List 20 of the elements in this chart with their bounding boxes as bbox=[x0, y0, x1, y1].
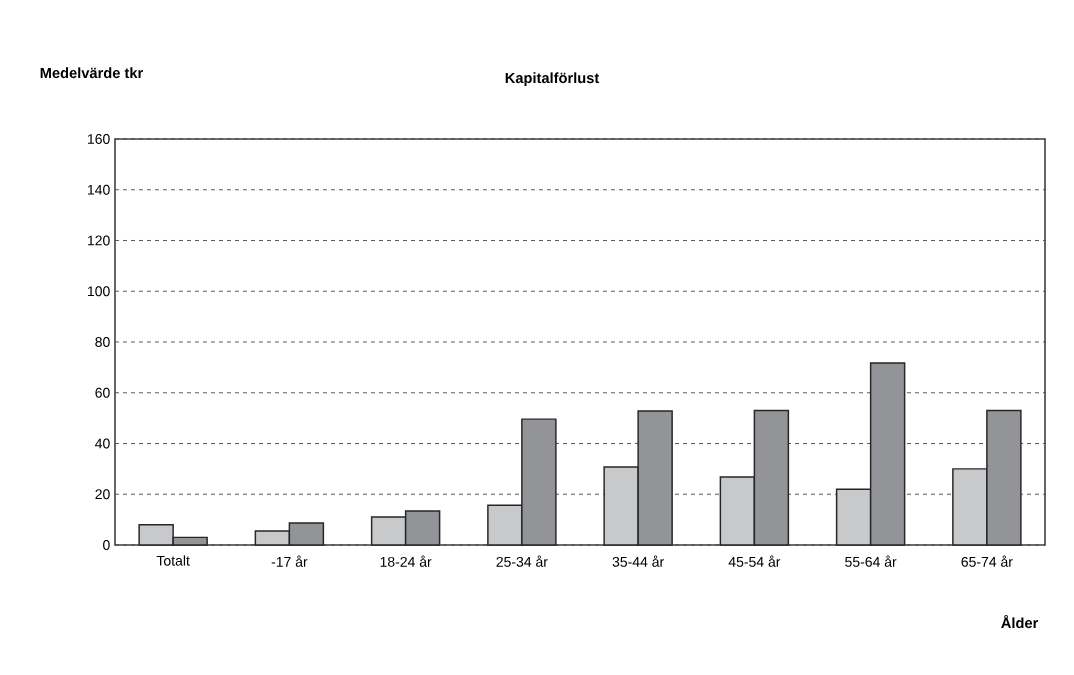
x-tick-label: 45-54 år bbox=[728, 555, 781, 567]
x-tick-label: 65-74 år bbox=[961, 555, 1013, 567]
x-tick-label: 18-24 år bbox=[380, 555, 432, 567]
y-axis-title: Medelvärde tkr bbox=[40, 67, 143, 79]
x-tick-label: -17 år bbox=[271, 555, 308, 567]
y-tick-label: 80 bbox=[95, 337, 110, 347]
y-tick-label: 60 bbox=[95, 387, 110, 398]
y-tick-label: 140 bbox=[88, 184, 110, 195]
y-tick-label: 120 bbox=[88, 235, 110, 246]
x-axis-title: Ålder bbox=[1001, 615, 1039, 629]
y-tick-label: 100 bbox=[88, 286, 110, 297]
y-tick-label: 160 bbox=[88, 134, 110, 144]
x-tick-label: Totalt bbox=[156, 555, 190, 566]
y-tick-label: 0 bbox=[103, 540, 110, 550]
x-tick-label: 35-44 år bbox=[612, 555, 664, 567]
chart-title: Kapitalförlust bbox=[505, 72, 600, 87]
y-tick-label: 20 bbox=[95, 489, 110, 500]
y-tick-label: 40 bbox=[95, 438, 110, 449]
x-tick-label: 25-34 år bbox=[496, 555, 548, 567]
x-tick-label: 55-64 år bbox=[845, 555, 897, 567]
